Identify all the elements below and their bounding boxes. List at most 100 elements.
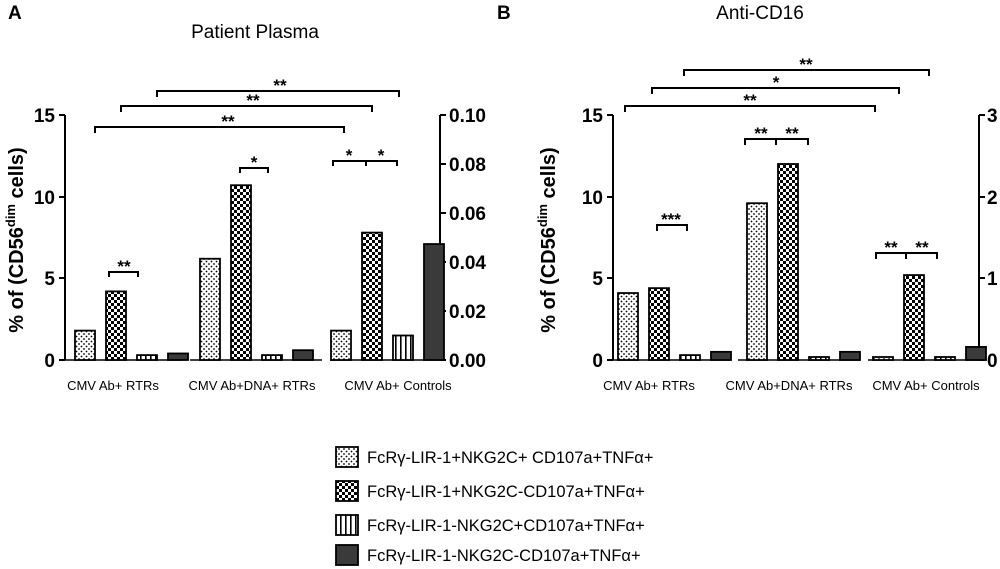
panel-b-left-tick: 10 [582,188,613,209]
legend-item: FcRγ-LIR-1+NKG2C-CD107a+TNFα+ [335,480,645,502]
panel-b-significance: *** ** ** ** ** ** * ** [624,55,938,259]
sig-label: *** [661,210,681,229]
panel-a-right-tick-label: 0.04 [449,253,486,274]
panel-a-right-tick: 0.02 [440,302,486,323]
sig-label: ** [754,124,768,143]
panel-a-left-tick-label: 0 [44,351,55,372]
panel-a-category-label: CMV Ab+ RTRs [67,378,159,393]
sig-bracket [108,271,139,277]
sig-bracket [651,87,900,94]
sig-bracket [94,126,345,133]
panel-a-left-tick-label: 15 [34,106,56,127]
sig-bracket [365,160,398,166]
panel-b-left-tick: 0 [592,351,613,372]
bar-checkered [777,163,799,361]
bar-dotted [330,329,352,361]
legend-swatch-dots [335,446,359,468]
bar-striped [934,356,956,361]
panel-b-y-axis-label: % of (CD56dim cells) [535,147,560,332]
sig-label: ** [785,124,799,143]
panel-a-right-tick-label: 0.10 [449,106,486,127]
panel-b-left-tick-label: 5 [592,269,603,290]
panel-b-letter: B [497,3,511,24]
panel-b-right-tick: 1 [979,269,998,290]
panel-b-category-label: CMV Ab+ Controls [872,378,980,393]
bar-striped [136,354,158,361]
y-label-sup: dim [3,204,18,227]
sig-label: * [346,146,353,165]
sig-label: ** [915,238,929,257]
panel-b-right-tick-label: 0 [987,351,998,372]
sig-label: * [251,153,258,172]
bar-checkered [105,290,127,361]
legend-swatch-checker [335,480,359,502]
sig-bracket [624,105,876,112]
legend-label: FcRγ-LIR-1+NKG2C-CD107a+TNFα+ [367,483,645,501]
panel-b-left-tick-label: 15 [582,106,604,127]
sig-label: ** [273,76,287,95]
panel-b-left-tick: 5 [592,269,613,290]
panel-a-left-tick: 5 [44,269,65,290]
panel-a-right-tick: 0.08 [440,155,486,176]
bar-striped [392,334,414,361]
bar-dark [423,243,445,361]
bar-striped [679,354,701,361]
panel-b-right-tick: 2 [979,188,998,209]
panel-a-category-label: CMV Ab+DNA+ RTRs [189,378,316,393]
sig-bracket [683,69,930,76]
bar-dark [292,349,314,361]
panel-a-left-tick-label: 5 [44,269,55,290]
legend: FcRγ-LIR-1+NKG2C+ CD107a+TNFα+ FcRγ-LIR-… [335,446,653,566]
bar-striped [808,356,830,361]
sig-bracket [239,167,269,173]
sig-bracket [120,105,373,112]
sig-label: ** [117,257,131,276]
panel-b-right-tick: 3 [979,106,998,127]
legend-item: FcRγ-LIR-1+NKG2C+ CD107a+TNFα+ [335,446,653,468]
panel-b-title: Anti-CD16 [716,3,804,24]
panel-a-right-tick-label: 0.02 [449,302,486,323]
panel-a-right-tick: 0.00 [440,351,486,372]
bar-dotted [74,329,96,361]
panel-a-right-tick-label: 0.00 [449,351,486,372]
bar-dotted [199,257,221,361]
panel-b-category-label: CMV Ab+ RTRs [603,378,695,393]
panel-b-right-tick-label: 2 [987,188,998,209]
sig-label: ** [884,238,898,257]
y-label-main: % of (CD56 [6,227,28,333]
panel-b-right-tick-label: 1 [987,269,998,290]
bar-dark [710,350,732,361]
legend-label: FcRγ-LIR-1-NKG2C+CD107a+TNFα+ [367,517,645,535]
panel-a-right-tick: 0.10 [440,106,486,127]
bar-dotted [617,292,639,361]
panel-b-left-tick: 15 [582,106,613,127]
panel-a-bars [74,184,445,361]
panel-a-right-tick-label: 0.06 [449,204,486,225]
panel-a-letter: A [8,3,22,24]
legend-item: FcRγ-LIR-1-NKG2C-CD107a+TNFα+ [335,544,641,566]
panel-a-left-tick-label: 10 [34,188,55,209]
panel-a-category-label: CMV Ab+ Controls [344,378,452,393]
panel-a-y-axis-label: % of (CD56dim cells) [3,147,28,332]
sig-label: ** [799,55,813,74]
bar-checkered [230,184,252,361]
sig-label: * [378,146,385,165]
legend-label: FcRγ-LIR-1+NKG2C+ CD107a+TNFα+ [367,449,653,467]
bar-dark [167,352,189,361]
panel-b-right-tick-label: 3 [987,106,998,127]
sig-label: ** [743,91,757,110]
panel-a-left-tick: 10 [34,188,65,209]
sig-bracket [905,252,938,259]
y-label-end: cells) [6,147,28,204]
panel-a-title: Patient Plasma [191,22,319,43]
bar-checkered [361,231,383,361]
legend-label: FcRγ-LIR-1-NKG2C-CD107a+TNFα+ [367,547,641,565]
y-label-sup: dim [535,204,550,227]
sig-label: ** [246,91,260,110]
panel-b-left-tick-label: 0 [592,351,603,372]
legend-swatch-stripes [335,514,359,536]
panel-a-right-tick-label: 0.08 [449,155,486,176]
panel-b: B Anti-CD16 % of (CD56dim cells) 0 5 10 … [497,3,998,393]
sig-label: ** [221,112,235,131]
